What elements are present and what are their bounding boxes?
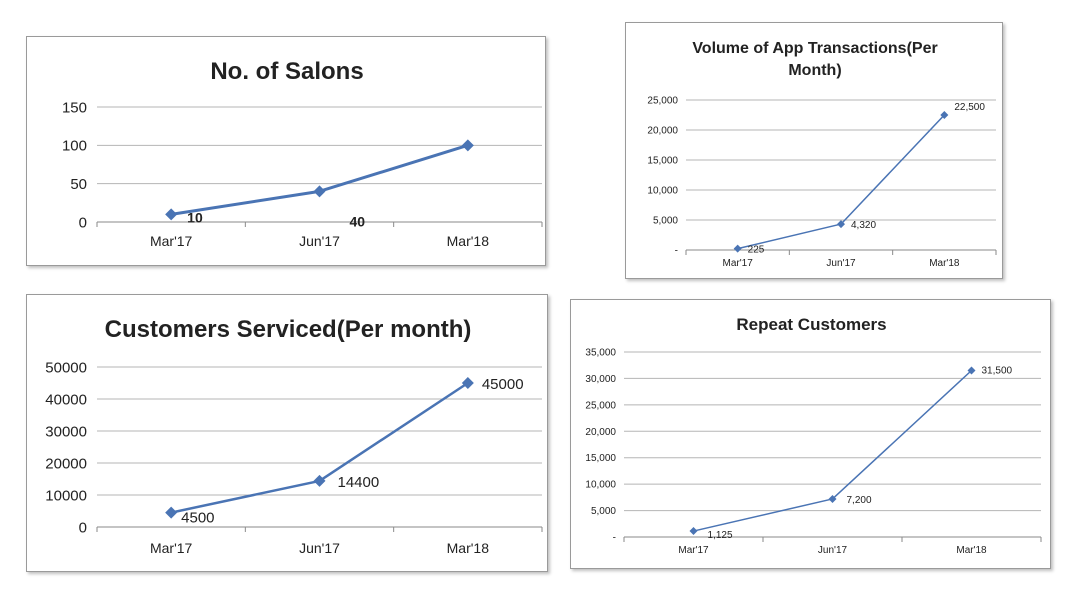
x-tick-label: Jun'17 [299, 233, 340, 249]
data-point [837, 220, 845, 229]
data-point [461, 139, 474, 152]
chart-title: Volume of App Transactions(Per [692, 40, 937, 57]
y-tick-label: 35,000 [585, 348, 616, 359]
data-point [689, 527, 698, 536]
data-label: 7,200 [847, 495, 872, 506]
series-line [737, 114, 945, 250]
data-label: 14400 [338, 474, 380, 491]
chart-panel-repeat-customers: Repeat Customers - 5,000 10,000 15,000 20,000… [570, 299, 1051, 569]
y-tick-label: 150 [62, 99, 87, 116]
y-tick-label: 100 [62, 138, 87, 155]
data-point [165, 506, 178, 519]
y-tick-label: 20,000 [647, 126, 678, 137]
chart-customers-serviced: Customers Serviced(Per month) 0 10000 20000… [45, 316, 543, 556]
data-point [313, 474, 326, 487]
data-label: 1,125 [708, 530, 733, 541]
series-line [693, 369, 973, 532]
data-label: 45000 [482, 376, 524, 393]
chart-title: Repeat Customers [736, 315, 886, 334]
data-label: 10 [187, 209, 203, 225]
y-tick-label: - [675, 246, 678, 257]
y-tick-label: 10,000 [647, 186, 678, 197]
data-label: 4,320 [851, 220, 876, 231]
data-label: 4500 [181, 510, 214, 527]
series-line [170, 381, 469, 514]
x-tick-label: Mar'17 [678, 545, 709, 556]
y-tick-label: 0 [79, 519, 87, 536]
y-tick-label: 15,000 [647, 156, 678, 167]
y-tick-label: - [613, 533, 616, 544]
y-tick-label: 20000 [45, 455, 87, 472]
data-point [165, 208, 178, 221]
x-tick-label: Jun'17 [299, 540, 340, 556]
x-tick-label: Mar'17 [723, 258, 754, 269]
y-tick-label: 30000 [45, 423, 87, 440]
chart-panel-salons: No. of Salons 0 50 100 150 Mar'17 Jun'17 Mar'18… [26, 36, 657, 266]
x-tick-label: Jun'17 [826, 258, 856, 269]
y-tick-label: 10000 [45, 487, 87, 504]
data-point [940, 111, 949, 119]
chart-title: Month) [788, 62, 841, 79]
data-point [733, 244, 742, 253]
data-point [461, 377, 474, 389]
chart-title: No. of Salons [210, 58, 363, 85]
data-point [967, 366, 976, 375]
y-tick-label: 10,000 [585, 480, 616, 491]
y-tick-label: 0 [79, 214, 87, 231]
y-tick-label: 15,000 [585, 453, 616, 464]
y-tick-label: 50 [70, 176, 87, 193]
data-point [313, 185, 326, 198]
y-tick-label: 30,000 [585, 374, 616, 385]
data-label: 31,500 [982, 366, 1013, 377]
chart-repeat-customers: Repeat Customers - 5,000 10,000 15,000 20,000… [585, 315, 1042, 556]
y-tick-label: 5,000 [653, 216, 678, 227]
data-point [828, 494, 837, 503]
chart-panel-customers-serviced: Customers Serviced(Per month) 0 10000 20000… [26, 294, 548, 572]
x-tick-label: Mar'17 [150, 233, 193, 249]
x-tick-label: Mar'18 [447, 540, 490, 556]
y-tick-label: 25,000 [585, 400, 616, 411]
x-tick-label: Mar'18 [447, 233, 490, 249]
x-tick-label: Jun'17 [818, 545, 848, 556]
chart-panel-app-transactions: Volume of App Transactions(Per Month) - 5,0… [625, 22, 1003, 279]
y-tick-label: 20,000 [585, 427, 616, 438]
chart-salons: No. of Salons 0 50 100 150 Mar'17 Jun'17 Mar'18… [62, 58, 657, 249]
y-tick-label: 40000 [45, 391, 87, 408]
y-tick-label: 25,000 [647, 96, 678, 107]
data-label: 40 [350, 213, 366, 229]
y-tick-label: 50000 [45, 359, 87, 376]
data-label: 22,500 [954, 102, 985, 113]
chart-title: Customers Serviced(Per month) [105, 316, 472, 343]
chart-app-transactions: Volume of App Transactions(Per Month) - 5,0… [647, 40, 997, 269]
x-tick-label: Mar'18 [956, 545, 987, 556]
y-tick-label: 5,000 [591, 506, 616, 517]
x-tick-label: Mar'17 [150, 540, 193, 556]
x-tick-label: Mar'18 [929, 258, 960, 269]
data-label: 225 [748, 245, 765, 256]
series-line [170, 143, 469, 216]
